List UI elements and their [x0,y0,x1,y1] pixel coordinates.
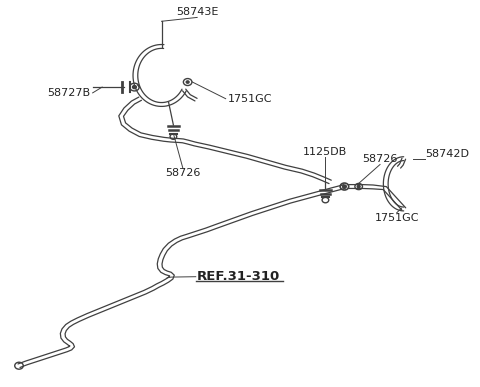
Text: 58726: 58726 [165,168,201,178]
Text: 58743E: 58743E [176,7,218,17]
Text: REF.31-310: REF.31-310 [197,270,280,283]
Circle shape [186,81,189,83]
Text: 58727B: 58727B [47,88,90,98]
Text: 1751GC: 1751GC [374,213,419,223]
Circle shape [132,86,136,89]
Text: 1751GC: 1751GC [228,94,273,104]
Circle shape [357,185,360,188]
Circle shape [343,185,346,188]
Text: 1125DB: 1125DB [303,147,348,157]
Text: 58726: 58726 [362,154,398,164]
Text: 58742D: 58742D [425,149,469,159]
